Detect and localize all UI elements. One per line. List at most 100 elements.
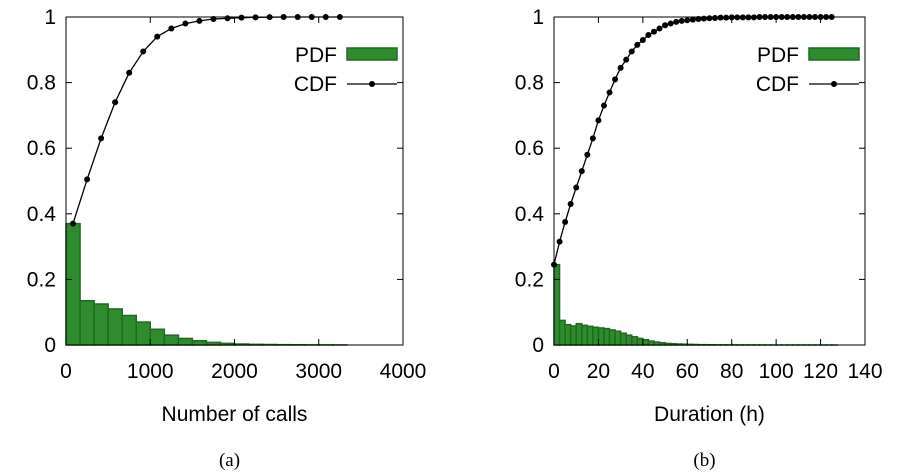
cdf-point <box>607 89 613 95</box>
y-tick-label: 1 <box>44 6 56 29</box>
pdf-bar <box>598 328 604 345</box>
x-tick-label: 2000 <box>211 360 258 383</box>
cdf-point <box>718 15 724 21</box>
cdf-point <box>557 239 563 245</box>
cdf-point <box>679 18 685 24</box>
x-tick-label: 80 <box>720 360 743 383</box>
cdf-point <box>84 176 90 182</box>
pdf-bar <box>136 322 150 345</box>
cdf-point <box>579 168 585 174</box>
cdf-point <box>662 22 668 28</box>
pdf-bar <box>560 320 566 345</box>
pdf-bar <box>621 333 627 345</box>
cdf-point <box>196 18 202 24</box>
cdf-point <box>568 201 574 207</box>
pdf-bar <box>604 329 610 345</box>
cdf-point <box>712 15 718 21</box>
cdf-point <box>640 37 646 43</box>
cdf-point <box>634 42 640 48</box>
pdf-bar <box>571 326 577 345</box>
pdf-bar <box>610 330 616 345</box>
x-tick-label: 140 <box>847 360 882 383</box>
x-tick-label: 1000 <box>127 360 174 383</box>
pdf-bar <box>164 335 178 345</box>
chart-panel-b: 0 0.2 0.4 0.6 0.8 1 0 20 40 60 80 100 120 140 Duration… <box>515 6 883 471</box>
pdf-bar <box>643 340 649 345</box>
legend-swatch-cdf-point <box>831 81 837 87</box>
cdf-point <box>70 221 76 227</box>
plot-frame <box>66 17 403 345</box>
pdf-bar <box>615 331 621 345</box>
y-tick-label: 0.6 <box>515 137 544 160</box>
cdf-point <box>657 25 663 31</box>
cdf-point <box>562 219 568 225</box>
pdf-bar <box>582 325 588 345</box>
legend-label-cdf: CDF <box>756 73 799 96</box>
y-tick-label: 0.4 <box>27 203 57 226</box>
pdf-bar <box>178 338 192 345</box>
pdf-bar <box>565 325 571 345</box>
cdf-point <box>690 17 696 23</box>
cdf-point <box>723 15 729 21</box>
x-tick-label: 20 <box>587 360 610 383</box>
cdf-point <box>651 29 657 35</box>
x-tick-label: 4000 <box>380 360 427 383</box>
pdf-bar <box>80 301 94 345</box>
x-tick-label: 60 <box>676 360 699 383</box>
cdf-point <box>629 48 635 54</box>
cdf-point <box>645 32 651 38</box>
x-tick-label: 40 <box>631 360 654 383</box>
legend: PDF CDF <box>294 44 397 96</box>
pdf-bar <box>593 327 599 345</box>
pdf-bar <box>192 341 206 345</box>
y-tick-label: 0 <box>532 334 544 357</box>
plot-frame <box>554 17 865 345</box>
cdf-point <box>590 135 596 141</box>
cdf-point <box>673 19 679 25</box>
cdf-point <box>573 185 579 191</box>
cdf-point <box>126 70 132 76</box>
cdf-point <box>225 15 231 21</box>
pdf-bar <box>587 326 593 345</box>
cdf-point <box>601 103 607 109</box>
cdf-point <box>182 21 188 27</box>
pdf-bar <box>637 338 643 345</box>
cdf-point <box>612 76 618 82</box>
cdf-point <box>238 15 244 21</box>
x-tick-label: 120 <box>803 360 838 383</box>
legend-swatch-pdf <box>809 48 859 60</box>
legend: PDF CDF <box>756 44 859 96</box>
pdf-bar <box>632 337 638 345</box>
pdf-bar <box>576 324 582 345</box>
cdf-point <box>668 21 674 27</box>
pdf-bar <box>94 304 108 345</box>
panel-label: (b) <box>693 450 715 471</box>
legend-label-cdf: CDF <box>294 73 337 96</box>
pdf-bar <box>108 309 122 345</box>
pdf-bar <box>122 315 136 345</box>
y-tick-label: 1 <box>532 6 544 29</box>
y-tick-label: 0.2 <box>515 268 544 291</box>
y-tick-label: 0.4 <box>515 203 545 226</box>
pdf-bar <box>554 265 560 345</box>
y-tick-label: 0.8 <box>515 72 544 95</box>
y-tick-label: 0.8 <box>27 72 56 95</box>
pdf-bar <box>150 329 164 345</box>
cdf-point <box>112 99 118 105</box>
pdf-bar <box>626 335 632 345</box>
pdf-bar <box>66 224 80 345</box>
cdf-point <box>140 48 146 54</box>
cdf-point <box>595 117 601 123</box>
x-tick-label: 3000 <box>295 360 342 383</box>
x-tick-label: 0 <box>60 360 72 383</box>
cdf-point <box>98 135 104 141</box>
legend-swatch-cdf-point <box>369 81 375 87</box>
x-axis-label: Number of calls <box>162 403 308 426</box>
cdf-point <box>154 34 160 40</box>
legend-swatch-pdf <box>347 48 397 60</box>
y-tick-label: 0.6 <box>27 137 56 160</box>
x-axis-label: Duration (h) <box>654 403 765 426</box>
cdf-point <box>168 25 174 31</box>
x-tick-label: 100 <box>759 360 794 383</box>
